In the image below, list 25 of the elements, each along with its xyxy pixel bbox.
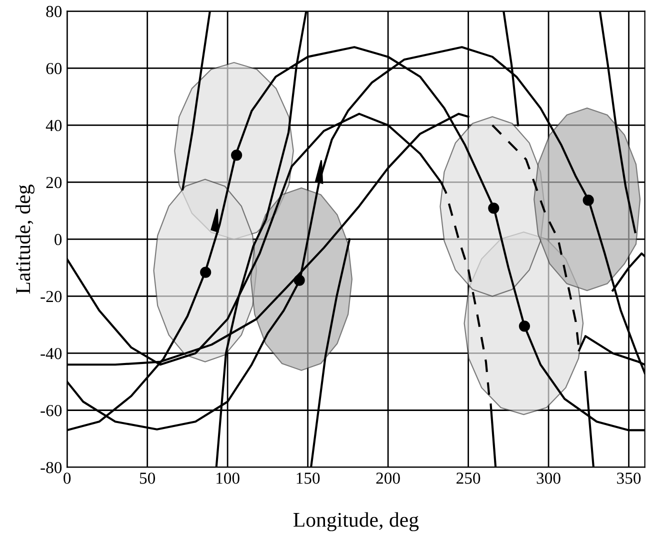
- x-tick-label: 250: [456, 472, 480, 484]
- y-tick-label: 40: [46, 120, 62, 132]
- point: [518, 320, 530, 332]
- y-tick-label: -20: [40, 290, 62, 302]
- x-axis-title: Longitude, deg: [294, 512, 419, 532]
- y-tick-label: 80: [46, 6, 62, 18]
- x-tick-label: 50: [140, 472, 156, 484]
- point: [582, 194, 594, 206]
- y-tick-label: -60: [40, 404, 62, 416]
- x-tick-label: 100: [216, 472, 240, 484]
- point: [294, 274, 305, 286]
- point: [488, 202, 500, 214]
- point: [231, 150, 242, 161]
- y-tick-label: 0: [54, 234, 62, 246]
- y-tick-label: -80: [40, 462, 62, 474]
- y-tick-label: 60: [46, 62, 62, 74]
- y-tick-label: 20: [46, 176, 62, 188]
- x-tick-label: 200: [376, 472, 400, 484]
- x-tick-label: 300: [536, 472, 560, 484]
- x-tick-label: 150: [296, 472, 320, 484]
- point: [200, 266, 212, 278]
- x-tick-label: 350: [617, 472, 641, 484]
- x-tick-label: 0: [64, 472, 71, 484]
- y-tick-label: -40: [40, 348, 62, 360]
- y-axis-title: Latitude, deg: [16, 184, 34, 294]
